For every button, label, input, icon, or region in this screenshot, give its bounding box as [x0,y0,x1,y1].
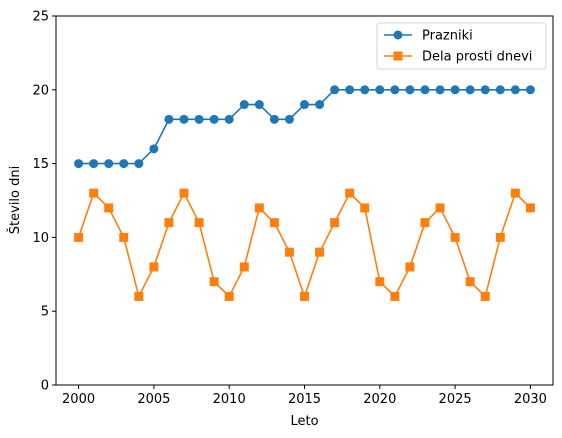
legend-label-prazniki: Prazniki [422,29,473,44]
data-point [224,291,234,301]
data-point [450,232,460,242]
data-point [510,188,520,198]
y-axis-label: Število dni [7,166,23,234]
data-point [315,100,325,110]
data-point [495,85,505,95]
legend-frame [376,22,547,70]
data-point [360,203,370,213]
data-point [405,85,415,95]
plot-background [56,16,553,385]
data-point [345,85,355,95]
data-point [360,85,370,95]
x-axis: 2000 2005 2010 2015 2020 2025 2030 [62,385,547,407]
x-tick-label: 2015 [288,392,321,407]
data-point [269,114,279,124]
data-point [330,85,340,95]
data-point [149,144,159,154]
x-tick-label: 2030 [514,392,547,407]
data-point [330,218,340,228]
y-tick-label: 25 [32,10,49,25]
data-point [480,85,490,95]
data-point [390,291,400,301]
data-point [450,85,460,95]
data-point [375,85,385,95]
x-tick-label: 2025 [439,392,472,407]
data-point [284,247,294,257]
data-point [435,85,445,95]
data-point [194,218,204,228]
data-point [405,262,415,272]
data-point [510,85,520,95]
y-tick-label: 15 [32,157,49,172]
data-point [239,262,249,272]
data-point [525,203,535,213]
data-point [179,188,189,198]
data-point [375,277,385,287]
data-point [465,277,475,287]
data-point [104,203,114,213]
data-point [149,262,159,272]
legend: Prazniki Dela prosti dnevi [376,22,547,70]
y-axis: 0 5 10 15 20 25 [32,10,56,394]
data-point [164,114,174,124]
y-tick-label: 10 [32,231,49,246]
data-point [119,232,129,242]
data-point [300,291,309,301]
data-point [104,159,114,169]
data-point [74,159,84,169]
legend-label-dela-prosti-dnevi: Dela prosti dnevi [422,50,532,65]
data-point [164,218,174,228]
data-point [525,85,535,95]
data-point [465,85,475,95]
y-tick-label: 5 [41,305,49,320]
x-tick-label: 2010 [213,392,246,407]
x-tick-label: 2005 [137,392,170,407]
data-point [194,114,204,124]
data-point [74,232,84,242]
legend-marker-prazniki [393,30,403,40]
data-point [300,100,309,110]
data-point [89,159,99,169]
x-tick-label: 2000 [62,392,95,407]
data-point [134,159,144,169]
x-axis-label: Leto [290,414,318,429]
data-point [284,114,294,124]
data-point [179,114,189,124]
data-point [209,277,219,287]
y-tick-label: 20 [32,83,49,98]
data-point [254,203,264,213]
data-point [480,291,490,301]
data-point [269,218,279,228]
data-point [495,232,505,242]
data-point [224,114,234,124]
data-point [89,188,99,198]
data-point [119,159,129,169]
data-point [209,114,219,124]
series-prazniki [74,85,535,169]
data-point [420,85,430,95]
data-point [315,247,325,257]
legend-marker-dela-prosti-dnevi [393,51,403,61]
data-point [420,218,430,228]
data-point [254,100,264,110]
data-point [134,291,144,301]
data-point [390,85,400,95]
data-point [239,100,249,110]
y-tick-label: 0 [41,379,49,394]
data-point [345,188,355,198]
data-point [435,203,445,213]
series-dela-prosti-dnevi [74,188,535,301]
series-layer [74,85,535,301]
x-tick-label: 2020 [363,392,396,407]
